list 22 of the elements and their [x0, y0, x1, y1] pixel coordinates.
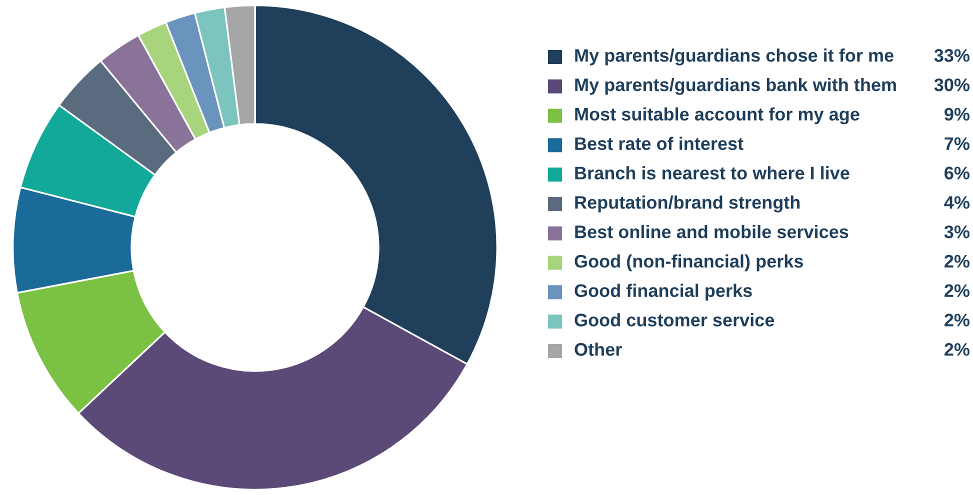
data-label: 6%	[944, 166, 970, 180]
data-label: 2%	[944, 284, 970, 298]
data-label: 2%	[944, 254, 970, 268]
legend-label: My parents/guardians bank with them	[575, 78, 896, 95]
legend-label: My parents/guardians chose it for me	[575, 48, 894, 66]
legend-label: Good financial perks	[574, 284, 752, 301]
legend-label: Best online and mobile services	[575, 224, 848, 238]
data-label: 4%	[944, 196, 970, 209]
data-label: 7%	[944, 137, 970, 150]
legend-label: Reputation/brand strength	[575, 196, 800, 212]
data-label: 3%	[944, 225, 970, 238]
legend-label: Most suitable account for my age	[575, 107, 860, 124]
data-label: 9%	[944, 108, 970, 121]
legend-label: Good (non-financial) perks	[574, 254, 803, 272]
data-label: 33%	[934, 49, 970, 62]
legend-label: Good customer service	[574, 313, 774, 326]
data-label: 30%	[934, 78, 970, 92]
data-label: 2%	[944, 343, 970, 356]
legend-label: Other	[574, 342, 622, 356]
legend-label: Best rate of interest	[575, 136, 744, 150]
data-label: 2%	[944, 314, 970, 326]
legend-label: Branch is nearest to where I live	[575, 166, 850, 180]
